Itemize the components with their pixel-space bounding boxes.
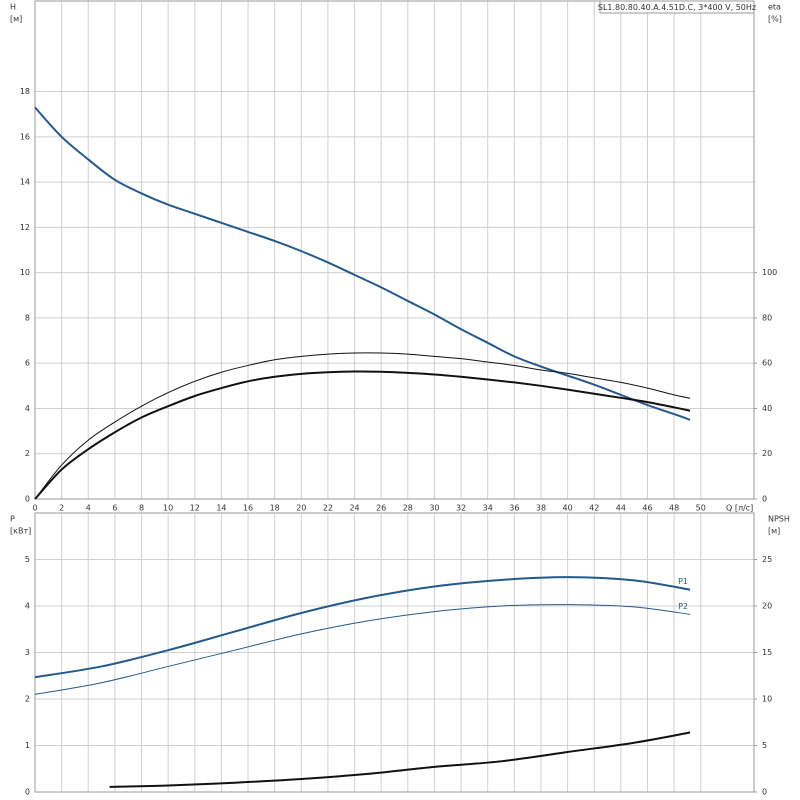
y-tick-label: 3 <box>25 648 30 657</box>
y2-tick-label: 0 <box>762 495 767 504</box>
x-tick-label: 24 <box>349 504 359 513</box>
curve <box>34 370 691 500</box>
frame <box>34 512 755 793</box>
y-tick-label: 2 <box>25 449 30 458</box>
y-axis-label: H <box>10 3 16 12</box>
curve <box>34 604 691 695</box>
y2-tick-label: 40 <box>762 404 772 413</box>
y2-axis-label: NPSH <box>768 515 790 524</box>
y2-tick-label: 5 <box>762 741 767 750</box>
y-tick-label: 14 <box>20 178 30 187</box>
x-tick-label: 44 <box>616 504 626 513</box>
x-tick-label: 8 <box>139 504 144 513</box>
y2-tick-label: 100 <box>762 268 777 277</box>
x-tick-label: 4 <box>86 504 91 513</box>
x-tick-label: 28 <box>403 504 413 513</box>
x-tick-label: 20 <box>296 504 306 513</box>
x-tick-label: 46 <box>642 504 652 513</box>
x-tick-label: 36 <box>509 504 519 513</box>
plot-area <box>35 1 754 499</box>
y2-tick-label: 80 <box>762 313 772 322</box>
x-tick-label: 38 <box>536 504 546 513</box>
y-tick-label: 18 <box>20 87 30 96</box>
y2-axis-unit: [м] <box>768 527 780 536</box>
y-tick-label: 1 <box>25 741 30 750</box>
y-tick-label: 16 <box>20 132 30 141</box>
x-tick-label: 40 <box>562 504 572 513</box>
x-tick-label: 22 <box>323 504 333 513</box>
curve <box>109 731 691 788</box>
x-axis-label: Q [л/с] <box>726 504 753 513</box>
chart-title: SL1.80.80.40.A.4.51D.C, 3*400 V, 50Hz <box>598 3 756 12</box>
y2-axis-label: eta <box>768 3 781 12</box>
x-tick-label: 6 <box>112 504 117 513</box>
y2-axis-unit: [%] <box>768 15 782 24</box>
y-tick-label: 12 <box>20 223 30 232</box>
y-tick-label: 4 <box>25 404 30 413</box>
y2-tick-label: 60 <box>762 359 772 368</box>
x-tick-label: 42 <box>589 504 599 513</box>
curve <box>34 106 691 421</box>
x-tick-label: 12 <box>190 504 200 513</box>
x-tick-label: 32 <box>456 504 466 513</box>
x-tick-label: 18 <box>270 504 280 513</box>
y-tick-label: 8 <box>25 313 30 322</box>
y-axis-unit: [кВт] <box>10 527 31 536</box>
y2-tick-label: 20 <box>762 449 772 458</box>
y2-tick-label: 10 <box>762 695 772 704</box>
series-label: P1 <box>678 577 688 586</box>
x-tick-label: 48 <box>669 504 679 513</box>
x-tick-label: 2 <box>59 504 64 513</box>
y-axis-label: P <box>10 515 15 524</box>
y-axis-unit: [м] <box>10 15 22 24</box>
y2-tick-label: 0 <box>762 788 767 797</box>
y-tick-label: 0 <box>25 788 30 797</box>
curve <box>34 352 691 500</box>
title-box <box>599 0 755 14</box>
y2-tick-label: 20 <box>762 602 772 611</box>
x-tick-label: 10 <box>163 504 173 513</box>
x-tick-label: 34 <box>483 504 493 513</box>
y-tick-label: 6 <box>25 359 30 368</box>
y-tick-label: 4 <box>25 602 30 611</box>
y2-tick-label: 15 <box>762 648 772 657</box>
x-tick-label: 30 <box>429 504 439 513</box>
y-tick-label: 10 <box>20 268 30 277</box>
x-tick-label: 16 <box>243 504 253 513</box>
series-label: P2 <box>678 602 688 611</box>
x-tick-label: 50 <box>696 504 706 513</box>
frame <box>34 0 755 500</box>
curve <box>34 576 691 679</box>
y-tick-label: 2 <box>25 695 30 704</box>
y-tick-label: 5 <box>25 555 30 564</box>
x-tick-label: 26 <box>376 504 386 513</box>
x-tick-label: 14 <box>216 504 226 513</box>
y2-tick-label: 25 <box>762 555 772 564</box>
x-tick-label: 0 <box>32 504 37 513</box>
y-tick-label: 0 <box>25 495 30 504</box>
